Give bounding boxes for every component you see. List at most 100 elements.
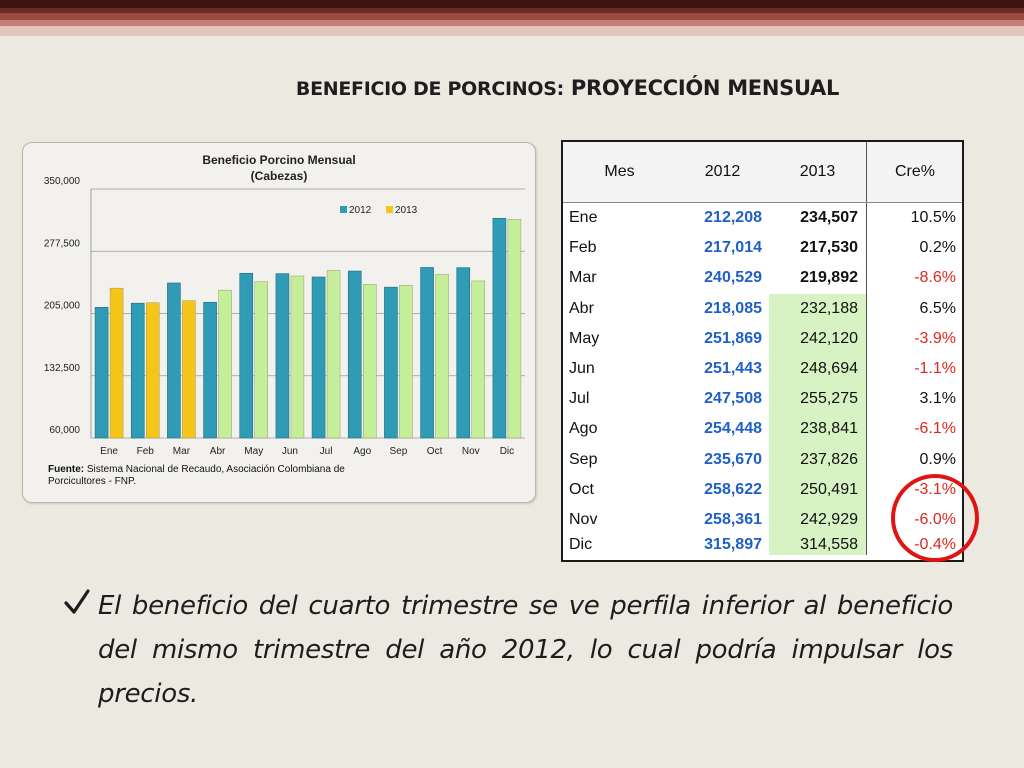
bar-2013 [109, 287, 124, 439]
header-2012: 2012 [704, 163, 741, 180]
xtick-label: Feb [137, 446, 155, 457]
cell-mes: Sep [569, 450, 598, 468]
cell-cre: 10.5% [866, 203, 962, 234]
header-cre: Cre% [866, 142, 963, 202]
cell-2012: 240,529 [704, 269, 762, 287]
bar-2013 [363, 284, 377, 439]
bar-2012 [167, 282, 181, 439]
bar-2012 [311, 276, 326, 439]
cell-2012: 254,448 [704, 420, 762, 438]
cell-cre: 6.5% [866, 293, 962, 324]
xtick-label: Nov [462, 446, 480, 457]
cell-2013: 242,120 [769, 323, 866, 354]
table-row: Jun 251,443 248,694 -1.1% [563, 354, 962, 385]
cell-2013: 314,558 [769, 535, 866, 556]
xtick-label: Jun [282, 446, 298, 457]
page-title-part2: PROYECCIÓN MENSUAL [570, 76, 840, 100]
cell-2012: 258,361 [704, 511, 762, 528]
header-stripe-2 [0, 8, 1024, 13]
bar-2013 [326, 270, 341, 439]
chart-subtitle: (Cabezas) [251, 169, 308, 183]
table-row: Ago 254,448 238,841 -6.1% [563, 414, 962, 445]
table-row: Jul 247,508 255,275 3.1% [563, 384, 962, 415]
chart-panel: Beneficio Porcino Mensual (Cabezas) 60,0… [22, 142, 536, 503]
cell-mes: Mar [569, 269, 597, 287]
cell-2013: 238,841 [769, 414, 866, 445]
legend-swatch-2013 [386, 206, 393, 213]
xtick-label: Ene [100, 446, 118, 457]
page-title-part1: BENEFICIO DE PORCINOS: [295, 78, 564, 100]
bar-2013 [218, 289, 232, 439]
legend-label-2012: 2012 [349, 205, 372, 216]
bar-2012 [492, 217, 507, 439]
checkmark-icon [64, 589, 90, 614]
table-header: Mes 2012 2013 Cre% [563, 142, 962, 203]
cell-mes: Abr [569, 299, 594, 317]
cell-mes: Ene [569, 209, 598, 226]
table-row: Feb 217,014 217,530 0.2% [563, 233, 962, 264]
bar-2012 [130, 302, 145, 439]
footnote-text: Sistema Nacional de Recaudo, Asociación … [48, 464, 345, 487]
bullet-text: El beneficio del cuarto trimestre se ve … [98, 591, 953, 709]
footnote-label: Fuente: [48, 464, 85, 475]
ytick-label: 350,000 [44, 176, 81, 187]
legend-label-2013: 2013 [395, 205, 418, 216]
cell-mes: Jun [569, 360, 595, 377]
cell-cre: -6.1% [866, 414, 962, 445]
cell-cre: 0.2% [866, 233, 962, 264]
cell-2013: 232,188 [769, 293, 866, 324]
xtick-label: Abr [210, 446, 226, 457]
xtick-label: Sep [390, 446, 408, 457]
chart-footnote: Fuente: Sistema Nacional de Recaudo, Aso… [48, 464, 388, 488]
cell-2012: 235,670 [704, 450, 762, 468]
bar-2013 [290, 275, 305, 439]
header-stripe-3 [0, 13, 1024, 20]
cell-mes: May [569, 329, 600, 347]
header-stripe-dark [0, 0, 1024, 8]
bar-2013 [182, 300, 196, 439]
highlight-circle [891, 474, 979, 562]
bar-2012 [456, 267, 471, 439]
bar-2013 [146, 302, 160, 439]
ytick-label: 277,500 [44, 238, 81, 249]
cell-cre: 0.9% [866, 444, 962, 475]
cell-2012: 212,208 [704, 209, 762, 226]
cell-2013: 242,929 [769, 505, 866, 536]
header-stripe-light [0, 26, 1024, 36]
legend-swatch-2012 [340, 206, 347, 213]
table-row: Ene 212,208 234,507 10.5% [563, 203, 962, 234]
xtick-label: Ago [353, 446, 371, 457]
cell-2012: 247,508 [704, 390, 762, 408]
bar-chart: Beneficio Porcino Mensual (Cabezas) 60,0… [44, 153, 525, 457]
table-row: Mar 240,529 219,892 -8.6% [563, 263, 962, 294]
bar-2013 [399, 285, 413, 439]
header-stripe-4 [0, 20, 1024, 26]
data-table: Mes 2012 2013 Cre% Ene 212,208 234,507 10.5… [561, 140, 964, 562]
cell-2012: 315,897 [704, 536, 762, 554]
cell-mes: Oct [569, 480, 594, 498]
header-2013: 2013 [799, 163, 836, 180]
xtick-label: Oct [427, 446, 443, 457]
cell-cre: -1.1% [866, 354, 962, 385]
cell-2013: 255,275 [769, 384, 866, 415]
xtick-label: Jul [320, 446, 333, 457]
bar-2012 [239, 272, 254, 439]
xtick-label: May [244, 446, 263, 457]
bar-2013 [254, 281, 268, 439]
header-mes: Mes [604, 163, 635, 180]
cell-2012: 251,869 [704, 329, 762, 347]
cell-2012: 251,443 [704, 360, 762, 377]
table-row: Abr 218,085 232,188 6.5% [563, 293, 962, 324]
cell-2012: 217,014 [704, 239, 762, 257]
cell-cre: -8.6% [866, 263, 962, 294]
table-row: May 251,869 242,120 -3.9% [563, 323, 962, 354]
ytick-label: 132,500 [44, 363, 81, 374]
cell-2012: 258,622 [704, 480, 762, 498]
ytick-label: 60,000 [49, 425, 80, 436]
cell-cre: 3.1% [866, 384, 962, 415]
bar-2012 [203, 301, 217, 439]
chart-title: Beneficio Porcino Mensual [202, 153, 355, 167]
cell-2013: 217,530 [800, 239, 858, 257]
cell-mes: Nov [569, 511, 598, 528]
xtick-label: Dic [500, 446, 514, 457]
